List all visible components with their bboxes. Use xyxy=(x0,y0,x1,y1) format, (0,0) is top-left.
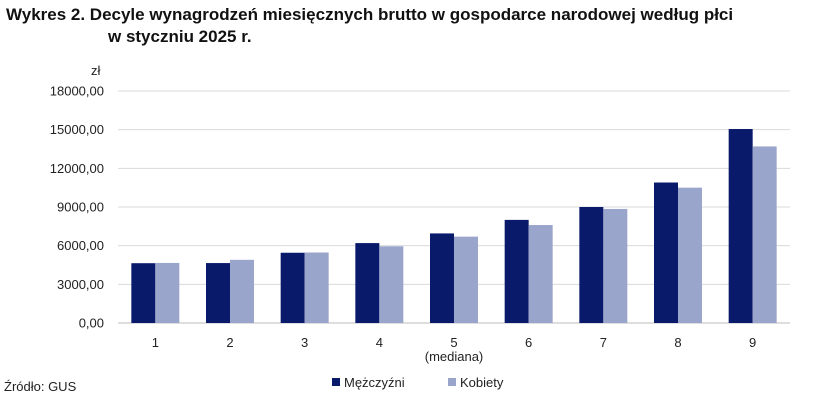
bar-men-7 xyxy=(579,207,604,323)
bar-women-5 xyxy=(454,236,478,323)
bar-women-6 xyxy=(528,225,553,323)
bar-women-7 xyxy=(603,208,628,323)
bar-women-1 xyxy=(155,262,180,323)
y-tick-label: 9000,00 xyxy=(57,200,104,215)
bar-women-2 xyxy=(230,259,254,323)
y-tick-label: 6000,00 xyxy=(57,238,104,253)
y-axis-unit-label: zł xyxy=(91,63,101,78)
bar-men-5 xyxy=(430,233,454,323)
x-tick-label: 6 xyxy=(525,335,532,350)
bar-women-4 xyxy=(379,246,404,323)
bar-men-9 xyxy=(728,129,753,323)
chart-title-line-2: w styczniu 2025 r. xyxy=(108,27,252,46)
y-tick-label: 15000,00 xyxy=(50,122,104,137)
y-tick-label: 12000,00 xyxy=(50,161,104,176)
y-tick-label: 0,00 xyxy=(79,316,104,331)
bar-women-8 xyxy=(678,187,702,323)
source-note: Źródło: GUS xyxy=(4,379,77,394)
x-tick-label: 9 xyxy=(749,335,756,350)
y-tick-label: 3000,00 xyxy=(57,277,104,292)
legend-swatch-women xyxy=(448,378,456,386)
bar-women-3 xyxy=(304,252,329,323)
x-tick-label: 1 xyxy=(152,335,159,350)
bar-men-8 xyxy=(654,182,678,323)
bar-women-9 xyxy=(752,146,777,323)
bar-men-2 xyxy=(206,263,230,323)
x-tick-label: 7 xyxy=(600,335,607,350)
x-tick-label: 2 xyxy=(226,335,233,350)
bar-men-6 xyxy=(504,219,529,323)
chart-title: Wykres 2. Decyle wynagrodzeń miesięcznyc… xyxy=(6,4,826,48)
bar-men-3 xyxy=(280,252,305,323)
x-tick-sublabel: (mediana) xyxy=(425,349,484,364)
legend-swatch-men xyxy=(332,378,340,386)
x-axis-ticks: 1 2 3 4 5(mediana) 6 7 8 9 xyxy=(152,335,757,364)
x-tick-label: 8 xyxy=(674,335,681,350)
chart-title-line-1: Wykres 2. Decyle wynagrodzeń miesięcznyc… xyxy=(6,5,734,24)
y-tick-label: 18000,00 xyxy=(50,84,104,99)
legend-label-women: Kobiety xyxy=(460,375,504,390)
legend: Mężczyźni Kobiety xyxy=(332,375,504,390)
legend-label-men: Mężczyźni xyxy=(344,375,405,390)
x-tick-label: 3 xyxy=(301,335,308,350)
bar-men-1 xyxy=(131,263,156,323)
bars xyxy=(131,129,777,323)
y-axis-ticks: 0,00 3000,00 6000,00 9000,00 12000,00 15000,0… xyxy=(50,84,104,331)
x-tick-label: 5 xyxy=(450,335,457,350)
x-tick-label: 4 xyxy=(376,335,383,350)
bar-men-4 xyxy=(355,243,380,323)
